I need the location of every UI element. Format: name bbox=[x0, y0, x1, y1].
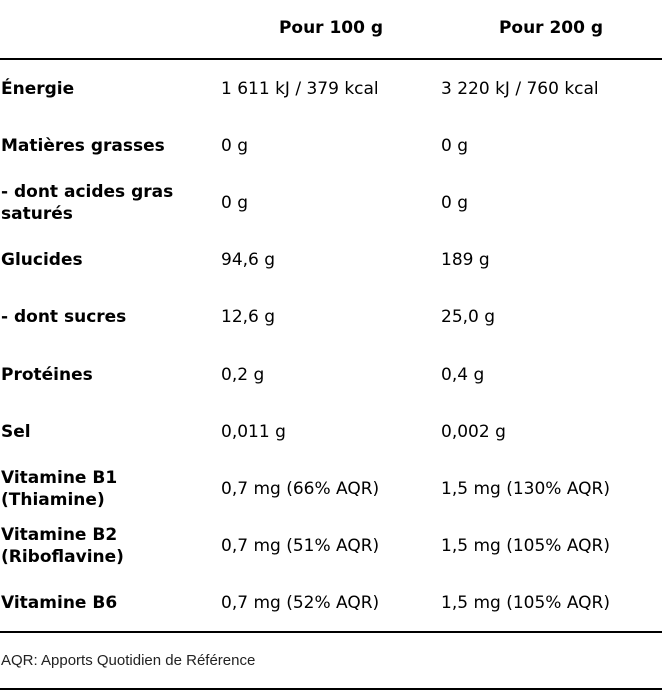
value-per-100g: 0 g bbox=[221, 192, 249, 213]
row-label: Énergie bbox=[1, 78, 75, 99]
row-label: Vitamine B2 (Riboflavine) bbox=[1, 525, 124, 568]
row-label: Matières grasses bbox=[1, 135, 165, 156]
value-per-200g: 1,5 mg (105% AQR) bbox=[441, 593, 610, 614]
value-per-100g: 94,6 g bbox=[221, 250, 276, 271]
table-row: Vitamine B2 (Riboflavine) 0,7 mg (51% AQ… bbox=[0, 518, 663, 575]
value-per-200g: 0,4 g bbox=[441, 364, 485, 385]
row-label: Sel bbox=[1, 421, 31, 442]
table-header-row: Pour 100 g Pour 200 g bbox=[0, 0, 663, 58]
row-label: Vitamine B6 bbox=[1, 593, 118, 614]
table-row: Vitamine B1 (Thiamine) 0,7 mg (66% AQR) … bbox=[0, 460, 663, 517]
value-per-200g: 189 g bbox=[441, 250, 490, 271]
value-per-200g: 1,5 mg (130% AQR) bbox=[441, 478, 610, 499]
bottom-divider bbox=[0, 688, 662, 690]
table-row: - dont acides gras saturés 0 g 0 g bbox=[0, 174, 663, 231]
row-label: - dont sucres bbox=[1, 307, 127, 328]
value-per-100g: 0,7 mg (66% AQR) bbox=[221, 478, 380, 499]
header-divider bbox=[0, 58, 662, 60]
row-label: - dont acides gras saturés bbox=[1, 181, 174, 224]
value-per-200g: 0,002 g bbox=[441, 421, 506, 442]
table-row: Matières grasses 0 g 0 g bbox=[0, 117, 663, 174]
value-per-100g: 0 g bbox=[221, 135, 249, 156]
row-label: Protéines bbox=[1, 364, 93, 385]
table-row: Sel 0,011 g 0,002 g bbox=[0, 403, 663, 460]
value-per-200g: 25,0 g bbox=[441, 307, 496, 328]
row-label: Vitamine B1 (Thiamine) bbox=[1, 467, 118, 510]
value-per-100g: 12,6 g bbox=[221, 307, 276, 328]
table-row: - dont sucres 12,6 g 25,0 g bbox=[0, 289, 663, 346]
table-row: Énergie 1 611 kJ / 379 kcal 3 220 kJ / 7… bbox=[0, 60, 663, 117]
table-row: Vitamine B6 0,7 mg (52% AQR) 1,5 mg (105… bbox=[0, 575, 663, 632]
value-per-200g: 0 g bbox=[441, 135, 469, 156]
table-row: Protéines 0,2 g 0,4 g bbox=[0, 346, 663, 403]
row-label: Glucides bbox=[1, 250, 83, 271]
footer-divider bbox=[0, 631, 662, 633]
table-row: Glucides 94,6 g 189 g bbox=[0, 232, 663, 289]
value-per-200g: 1,5 mg (105% AQR) bbox=[441, 536, 610, 557]
footnote: AQR: Apports Quotidien de Référence bbox=[1, 652, 256, 669]
header-per-200g: Pour 200 g bbox=[498, 18, 604, 38]
value-per-200g: 0 g bbox=[441, 192, 469, 213]
value-per-100g: 0,2 g bbox=[221, 364, 265, 385]
value-per-100g: 0,011 g bbox=[221, 421, 286, 442]
value-per-100g: 1 611 kJ / 379 kcal bbox=[221, 78, 379, 99]
value-per-200g: 3 220 kJ / 760 kcal bbox=[441, 78, 599, 99]
header-per-100g: Pour 100 g bbox=[278, 18, 384, 38]
value-per-100g: 0,7 mg (51% AQR) bbox=[221, 536, 380, 557]
value-per-100g: 0,7 mg (52% AQR) bbox=[221, 593, 380, 614]
nutrition-table-body: Énergie 1 611 kJ / 379 kcal 3 220 kJ / 7… bbox=[0, 60, 663, 632]
